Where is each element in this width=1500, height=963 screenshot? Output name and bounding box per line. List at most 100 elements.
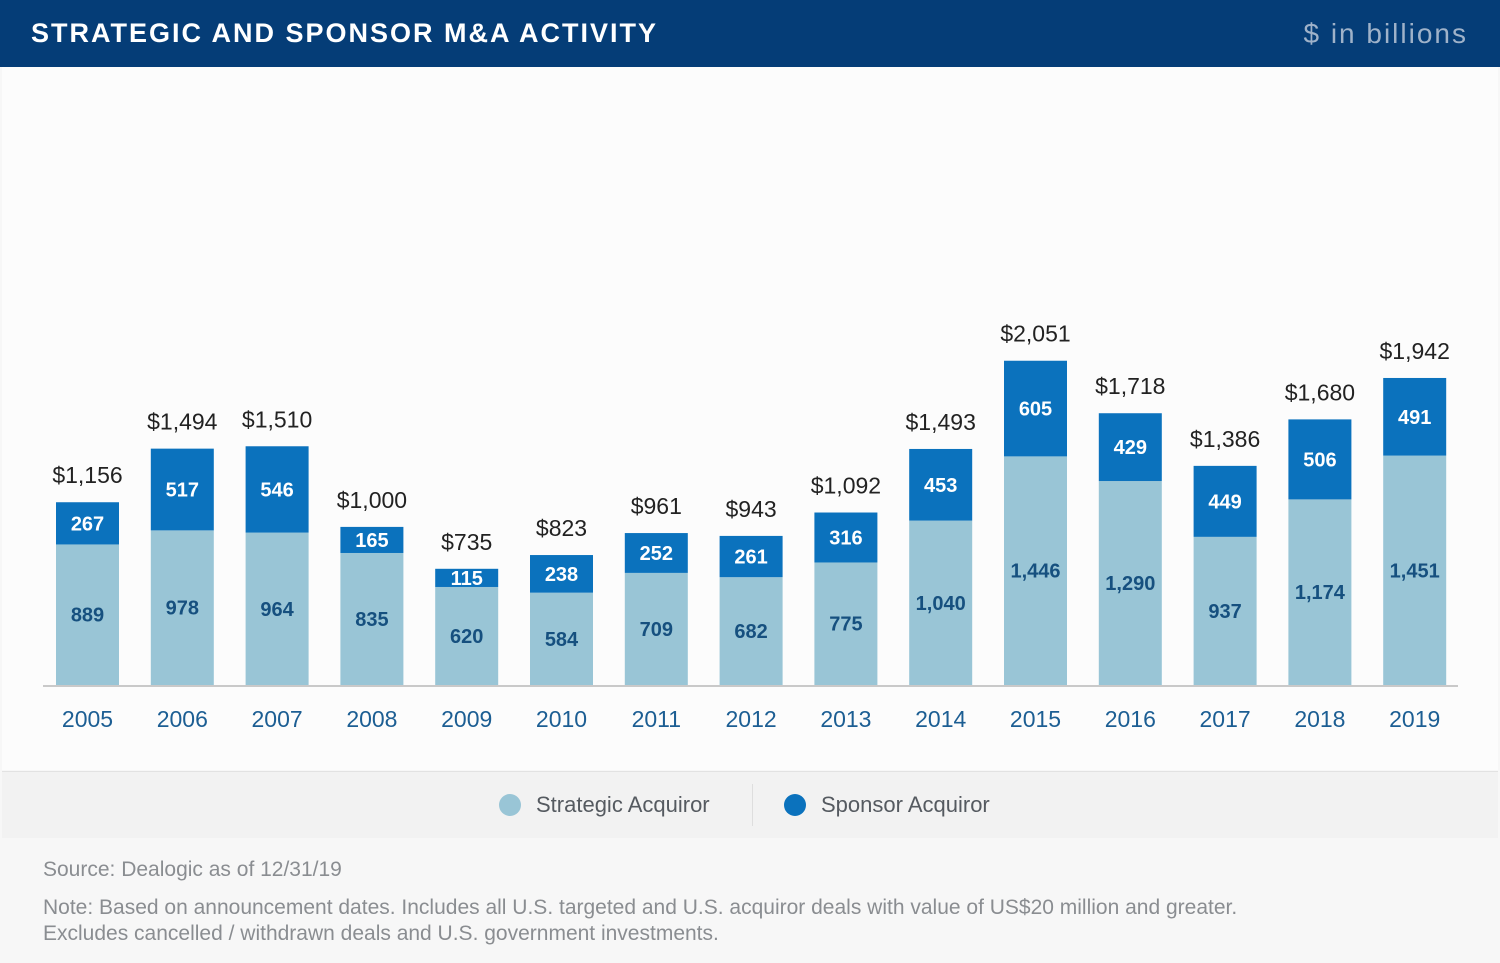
label-strategic-2014: 1,040 <box>916 593 966 615</box>
bar-sponsor-2006 <box>150 448 214 531</box>
bar-strategic-2015 <box>1004 456 1067 685</box>
label-strategic-2017: 937 <box>1208 601 1241 623</box>
legend-item-strategic: Strategic Acquiror <box>499 772 710 838</box>
label-sponsor-2006: 517 <box>166 480 199 502</box>
label-sponsor-2011: 252 <box>640 543 673 565</box>
label-total-2016: $1,718 <box>1095 373 1165 399</box>
x-tick-label-2018: 2018 <box>1294 706 1345 732</box>
bar-sponsor-2015 <box>1004 360 1067 457</box>
bar-strategic-2017 <box>1193 536 1257 685</box>
label-sponsor-2014: 453 <box>924 475 957 497</box>
stacked-bar-chart: 889 267 $1,156 2005 978 517 $1,494 2006 964 546 $1… <box>43 321 1458 732</box>
footnote-line-1: Note: Based on announcement dates. Inclu… <box>43 896 1238 919</box>
x-tick-label-2015: 2015 <box>1010 706 1061 732</box>
label-strategic-2008: 835 <box>355 609 388 631</box>
x-tick-label-2010: 2010 <box>536 706 587 732</box>
bar-sponsor-2019 <box>1383 377 1447 456</box>
footnote: Note: Based on announcement dates. Inclu… <box>43 895 1463 947</box>
x-tick-label-2012: 2012 <box>726 706 777 732</box>
bar-sponsor-2010 <box>530 555 593 593</box>
bar-strategic-2007 <box>245 532 309 685</box>
legend-label-sponsor: Sponsor Acquiror <box>821 792 990 817</box>
legend-divider <box>752 784 753 826</box>
label-sponsor-2019: 491 <box>1398 407 1431 429</box>
x-tick-label-2019: 2019 <box>1389 706 1440 732</box>
label-sponsor-2017: 449 <box>1208 491 1241 513</box>
label-strategic-2019: 1,451 <box>1390 560 1440 582</box>
x-tick-label-2013: 2013 <box>820 706 871 732</box>
bar-sponsor-2011 <box>624 533 688 573</box>
chart-area: 889 267 $1,156 2005 978 517 $1,494 2006 964 546 $1… <box>2 67 1498 770</box>
bar-strategic-2013 <box>814 562 878 685</box>
label-total-2019: $1,942 <box>1380 338 1450 364</box>
x-tick-label-2011: 2011 <box>632 706 681 732</box>
bar-sponsor-2013 <box>814 512 878 563</box>
label-sponsor-2013: 316 <box>829 527 862 549</box>
bar-sponsor-2005 <box>56 502 119 545</box>
label-strategic-2007: 964 <box>260 599 294 621</box>
label-sponsor-2007: 546 <box>260 479 293 501</box>
bar-strategic-2008 <box>340 552 404 685</box>
label-total-2007: $1,510 <box>242 406 312 432</box>
x-tick-label-2009: 2009 <box>441 706 492 732</box>
bar-sponsor-2008 <box>340 526 404 553</box>
label-total-2010: $823 <box>536 515 587 541</box>
label-total-2014: $1,493 <box>906 409 976 435</box>
footnote-line-2: Excludes cancelled / withdrawn deals and… <box>43 922 719 945</box>
chart-header: STRATEGIC AND SPONSOR M&A ACTIVITY $ in … <box>0 0 1500 67</box>
label-strategic-2018: 1,174 <box>1295 582 1346 604</box>
label-strategic-2012: 682 <box>734 621 767 643</box>
label-total-2017: $1,386 <box>1190 426 1260 452</box>
label-sponsor-2008: 165 <box>355 530 388 552</box>
label-sponsor-2010: 238 <box>545 564 578 586</box>
bar-strategic-2012 <box>719 577 783 685</box>
label-sponsor-2005: 267 <box>71 513 104 535</box>
label-total-2008: $1,000 <box>337 487 407 513</box>
label-sponsor-2018: 506 <box>1303 449 1336 471</box>
label-sponsor-2009: 115 <box>451 568 483 590</box>
label-total-2018: $1,680 <box>1285 379 1355 405</box>
legend-swatch-strategic <box>499 794 521 816</box>
label-total-2015: $2,051 <box>1000 321 1070 347</box>
bar-strategic-2016 <box>1098 481 1162 685</box>
label-total-2006: $1,494 <box>147 409 218 435</box>
chart-title: STRATEGIC AND SPONSOR M&A ACTIVITY <box>31 18 659 48</box>
label-strategic-2009: 620 <box>450 626 483 648</box>
bar-sponsor-2014 <box>909 448 973 521</box>
source-note: Source: Dealogic as of 12/31/19 <box>43 858 342 881</box>
label-sponsor-2015: 605 <box>1019 399 1052 421</box>
units-label: $ in billions <box>1303 17 1468 49</box>
x-tick-label-2005: 2005 <box>62 706 113 732</box>
x-tick-label-2017: 2017 <box>1200 706 1251 732</box>
bar-strategic-2018 <box>1288 499 1352 685</box>
chart-footer: Source: Dealogic as of 12/31/19 Note: Ba… <box>0 838 1500 963</box>
bar-sponsor-2012 <box>719 535 783 578</box>
label-strategic-2005: 889 <box>71 605 104 627</box>
label-total-2013: $1,092 <box>811 473 881 499</box>
x-tick-label-2006: 2006 <box>157 706 208 732</box>
bar-strategic-2005 <box>56 544 119 685</box>
bar-strategic-2011 <box>624 572 688 685</box>
x-tick-label-2008: 2008 <box>346 706 397 732</box>
label-strategic-2010: 584 <box>545 629 579 651</box>
label-strategic-2015: 1,446 <box>1010 561 1060 583</box>
x-tick-label-2016: 2016 <box>1105 706 1156 732</box>
legend: Strategic Acquiror Sponsor Acquiror <box>2 771 1498 839</box>
bar-sponsor-2017 <box>1193 465 1257 537</box>
legend-item-sponsor: Sponsor Acquiror <box>784 772 990 838</box>
x-tick-label-2007: 2007 <box>252 706 303 732</box>
bar-strategic-2019 <box>1383 455 1447 685</box>
label-sponsor-2016: 429 <box>1114 437 1147 459</box>
label-total-2011: $961 <box>631 493 682 519</box>
label-total-2009: $735 <box>441 529 492 555</box>
label-total-2005: $1,156 <box>52 462 122 488</box>
label-strategic-2013: 775 <box>829 614 862 636</box>
x-tick-label-2014: 2014 <box>915 706 966 732</box>
bar-strategic-2009 <box>435 586 499 685</box>
label-strategic-2011: 709 <box>640 619 673 641</box>
bar-sponsor-2009 <box>435 568 499 587</box>
bar-sponsor-2016 <box>1098 413 1162 482</box>
legend-label-strategic: Strategic Acquiror <box>536 792 710 817</box>
label-sponsor-2012: 261 <box>734 547 767 569</box>
